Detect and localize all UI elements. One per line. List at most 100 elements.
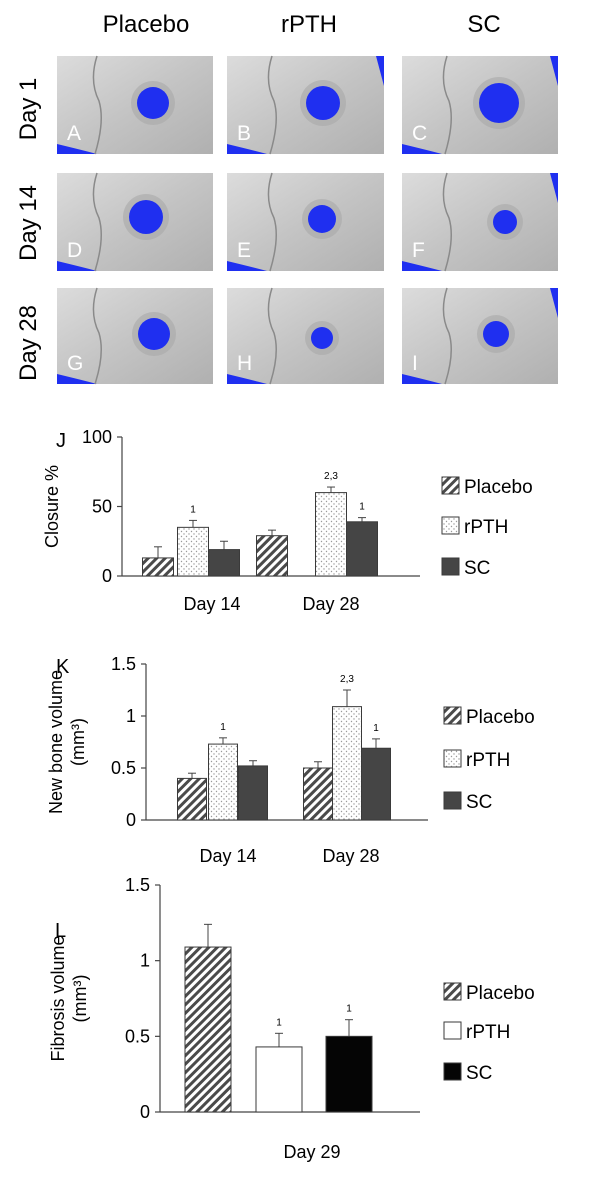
legend-label-sc: SC (466, 792, 492, 813)
suture-line (267, 287, 277, 385)
y-axis-label-line: New bone volume (46, 670, 66, 814)
bar-placebo-day-14 (177, 777, 207, 821)
background-region (402, 261, 442, 271)
legend-label-placebo: Placebo (466, 983, 535, 1004)
panel-letter: I (412, 352, 418, 375)
panel-letter: F (412, 239, 425, 262)
legend-swatch-placebo (441, 476, 460, 495)
column-header-sc: SC (467, 11, 500, 38)
x-tick-label: Day 14 (199, 846, 256, 866)
column-header-rpth: rPTH (281, 11, 337, 38)
background-region (227, 261, 267, 271)
bar-sc-day-28 (361, 747, 391, 821)
calvarial-defect (483, 321, 509, 347)
legend-swatch-rpth (443, 749, 462, 768)
panel-letter: G (67, 352, 83, 375)
calvarial-defect (129, 200, 163, 234)
legend-label-rpth: rPTH (464, 517, 508, 538)
y-tick-label: 0 (126, 810, 136, 830)
y-tick-label: 0.5 (111, 758, 136, 778)
micro-ct-panel-e: E (227, 172, 384, 272)
y-tick-label: 50 (92, 497, 112, 517)
calvarial-defect (306, 86, 340, 120)
y-tick-label: 1.5 (125, 875, 150, 895)
significance-label: 1 (190, 504, 196, 515)
calvarial-defect (479, 83, 519, 123)
bar-placebo-day-28 (303, 767, 333, 821)
bar-rpth-day-14 (177, 526, 209, 577)
suture-line (267, 172, 277, 272)
y-axis-label: Fibrosis volume (mm³) (48, 935, 90, 1061)
suture-line (442, 55, 452, 155)
skull-image (402, 173, 558, 271)
calvarial-defect (493, 210, 517, 234)
bar-rpth-day-14 (208, 743, 238, 821)
micro-ct-panel-f: F (402, 172, 558, 272)
x-tick-label: Day 29 (283, 1142, 340, 1162)
background-region (57, 374, 97, 384)
panel-letter: C (412, 122, 427, 145)
background-region (402, 374, 442, 384)
panel-letter: K (56, 656, 70, 678)
micro-ct-panel-a: A (57, 55, 213, 155)
x-tick-label: Day 28 (302, 594, 359, 614)
calvarial-defect (308, 205, 336, 233)
legend-swatch-rpth (443, 1021, 462, 1040)
significance-label: 2,3 (324, 471, 338, 482)
y-axis-label: Closure % (42, 465, 62, 548)
y-axis-label-units: (mm³) (68, 718, 88, 766)
background-region (227, 374, 267, 384)
legend-label-rpth: rPTH (466, 1022, 510, 1043)
calvarial-defect (138, 318, 170, 350)
row-header-day-28: Day 28 (15, 305, 42, 381)
panel-letter: B (237, 122, 251, 145)
bar-sc-day-14 (208, 549, 240, 577)
y-tick-label: 0 (102, 566, 112, 586)
significance-label: 2,3 (340, 674, 354, 685)
chart-j: J Closure % 0 50 100 1 2,3 1 Day 14 Day 28 Placebo… (42, 427, 533, 614)
x-tick-label: Day 14 (183, 594, 240, 614)
background-region (227, 144, 267, 154)
legend-label-sc: SC (466, 1063, 492, 1084)
row-header-day-14: Day 14 (15, 185, 42, 261)
micro-ct-panel-h: H (227, 287, 384, 385)
panel-letter: A (67, 122, 81, 145)
significance-label: 1 (359, 502, 365, 513)
significance-label: 1 (276, 1017, 282, 1028)
y-axis-label: New bone volume (mm³) (46, 670, 88, 814)
bar-placebo-day-14 (142, 557, 174, 577)
panel-letter: D (67, 239, 82, 262)
row-header-day-1: Day 1 (15, 78, 42, 141)
suture-line (92, 172, 102, 272)
background-region (402, 144, 442, 154)
micro-ct-grid: Placebo rPTH SC Day 1 Day 14 Day 28 A B C D E F G H I (15, 11, 558, 385)
micro-ct-panel-c: C (402, 55, 558, 155)
background-region (550, 288, 558, 318)
legend-swatch-sc (443, 1062, 462, 1081)
bar-sc-day-29 (325, 1035, 373, 1113)
y-tick-label: 1 (140, 951, 150, 971)
bar-sc-day-28 (346, 521, 378, 577)
y-tick-label: 1 (126, 706, 136, 726)
suture-line (267, 55, 277, 155)
micro-ct-panel-b: B (227, 55, 384, 155)
y-axis-label-line: Fibrosis volume (48, 935, 68, 1061)
legend-label-rpth: rPTH (466, 750, 510, 771)
y-tick-label: 100 (82, 427, 112, 447)
background-region (550, 56, 558, 86)
suture-line (92, 287, 102, 385)
legend-swatch-placebo (443, 982, 462, 1001)
y-tick-label: 1.5 (111, 654, 136, 674)
bar-rpth-day-28 (315, 492, 347, 577)
panel-letter: L (55, 920, 66, 942)
panel-letter: J (56, 430, 66, 452)
micro-ct-panel-g: G (57, 287, 213, 385)
bar-rpth-day-29 (255, 1046, 303, 1113)
significance-label: 1 (220, 722, 226, 733)
y-axis-label-units: (mm³) (70, 975, 90, 1023)
panel-letter: E (237, 239, 251, 262)
background-region (376, 56, 384, 86)
calvarial-defect (311, 327, 333, 349)
bar-placebo-day-28 (256, 535, 288, 577)
